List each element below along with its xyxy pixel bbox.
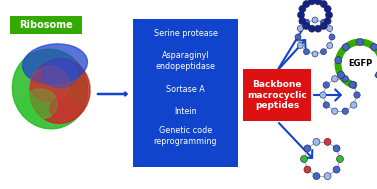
- Circle shape: [297, 43, 303, 49]
- Text: EGFP: EGFP: [348, 60, 372, 68]
- Circle shape: [320, 19, 326, 25]
- FancyBboxPatch shape: [10, 16, 82, 34]
- Circle shape: [295, 34, 301, 40]
- Circle shape: [337, 156, 343, 163]
- Circle shape: [371, 44, 377, 51]
- Circle shape: [351, 82, 357, 88]
- Circle shape: [299, 18, 306, 25]
- FancyBboxPatch shape: [243, 69, 311, 121]
- FancyBboxPatch shape: [133, 19, 238, 167]
- Circle shape: [324, 18, 331, 25]
- Circle shape: [303, 19, 310, 25]
- Circle shape: [351, 102, 357, 108]
- Text: Backbone
macrocyclic
peptides: Backbone macrocyclic peptides: [247, 80, 307, 110]
- Ellipse shape: [43, 60, 78, 88]
- Circle shape: [335, 57, 342, 64]
- Circle shape: [297, 26, 303, 32]
- Circle shape: [331, 108, 338, 114]
- Circle shape: [299, 5, 306, 12]
- Text: Genetic code
reprogramming: Genetic code reprogramming: [154, 126, 217, 146]
- Circle shape: [320, 92, 326, 98]
- Circle shape: [327, 26, 333, 32]
- Circle shape: [331, 76, 338, 82]
- Circle shape: [312, 51, 318, 57]
- Circle shape: [303, 49, 310, 55]
- Ellipse shape: [23, 44, 87, 84]
- Ellipse shape: [30, 67, 70, 101]
- Circle shape: [337, 71, 345, 78]
- Circle shape: [308, 25, 316, 32]
- Circle shape: [354, 92, 360, 98]
- Circle shape: [313, 138, 320, 145]
- Circle shape: [320, 49, 326, 55]
- Circle shape: [342, 108, 348, 114]
- Circle shape: [375, 71, 377, 78]
- Text: Intein: Intein: [174, 106, 197, 115]
- Circle shape: [324, 173, 331, 180]
- Ellipse shape: [12, 49, 88, 129]
- Circle shape: [342, 44, 349, 51]
- Text: Ribosome: Ribosome: [19, 20, 73, 30]
- Circle shape: [324, 138, 331, 145]
- Circle shape: [342, 76, 348, 82]
- Circle shape: [320, 1, 327, 8]
- Circle shape: [323, 82, 329, 88]
- Circle shape: [333, 145, 340, 152]
- Circle shape: [324, 5, 331, 12]
- Circle shape: [303, 22, 310, 29]
- Circle shape: [320, 22, 327, 29]
- Circle shape: [313, 173, 320, 180]
- Circle shape: [323, 102, 329, 108]
- Circle shape: [300, 156, 308, 163]
- Text: Sortase A: Sortase A: [166, 84, 205, 94]
- Circle shape: [315, 25, 322, 32]
- Circle shape: [333, 166, 340, 173]
- Circle shape: [312, 17, 318, 23]
- Ellipse shape: [23, 89, 58, 119]
- Circle shape: [297, 12, 305, 19]
- Circle shape: [303, 1, 310, 8]
- Ellipse shape: [50, 97, 80, 122]
- Circle shape: [327, 43, 333, 49]
- Circle shape: [349, 81, 356, 88]
- Circle shape: [304, 166, 311, 173]
- Ellipse shape: [30, 59, 90, 123]
- Circle shape: [325, 12, 333, 19]
- Circle shape: [304, 145, 311, 152]
- Text: Serine protease: Serine protease: [153, 29, 218, 39]
- Circle shape: [308, 0, 316, 5]
- Circle shape: [329, 34, 335, 40]
- Circle shape: [315, 0, 322, 5]
- Text: Asparaginyl
endopeptidase: Asparaginyl endopeptidase: [155, 51, 216, 71]
- Circle shape: [357, 39, 363, 46]
